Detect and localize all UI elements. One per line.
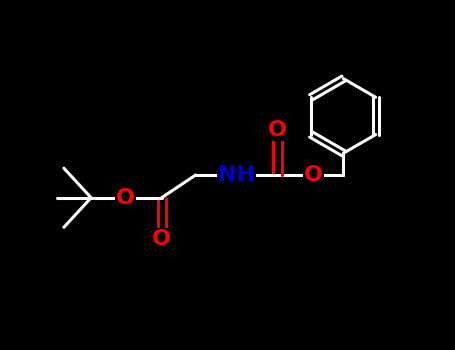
Text: O: O [152, 229, 171, 248]
Text: O: O [304, 165, 324, 185]
Text: O: O [116, 188, 135, 208]
Text: O: O [268, 120, 287, 140]
Text: NH: NH [218, 165, 255, 185]
